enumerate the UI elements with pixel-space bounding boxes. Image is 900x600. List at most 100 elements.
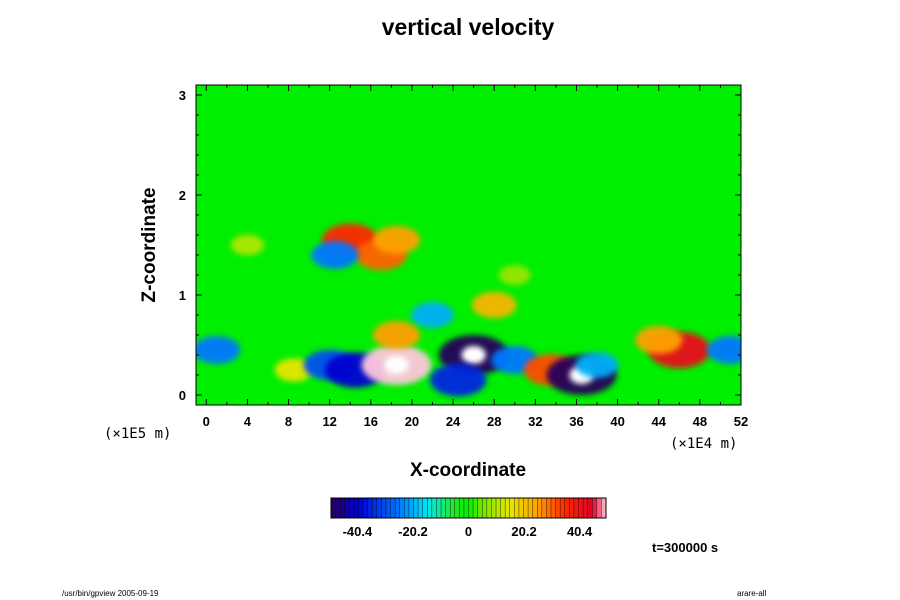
colorbar-tick-label: 40.4	[567, 524, 593, 539]
chart-title: vertical velocity	[381, 14, 555, 40]
colorbar-cell	[358, 498, 364, 518]
colorbar-cell	[404, 498, 410, 518]
colorbar-cell	[491, 498, 497, 518]
colorbar-cell	[441, 498, 446, 518]
x-tick-label-20: 20	[405, 414, 419, 429]
colorbar-cell	[390, 498, 396, 518]
colorbar-cell	[528, 498, 533, 518]
colorbar-cell	[399, 498, 405, 518]
colorbar-cell	[573, 498, 579, 518]
field-feature-20	[471, 291, 517, 319]
colorbar-cell	[500, 498, 506, 518]
colorbar-cell	[560, 498, 566, 518]
colorbar-cell	[477, 498, 483, 518]
colorbar-tick-label: 20.2	[511, 524, 536, 539]
colorbar-cell	[505, 498, 511, 518]
x-tick-label-24: 24	[446, 414, 461, 429]
y-tick-label-2: 2	[179, 188, 186, 203]
colorbar-cell	[587, 498, 593, 518]
colorbar-cell	[569, 498, 575, 518]
field-feature-14	[707, 336, 741, 364]
field-feature-7	[430, 363, 487, 397]
colorbar-cell	[372, 498, 378, 518]
colorbar-frame	[330, 497, 607, 519]
colorbar-cell	[363, 498, 368, 518]
plot-frame	[195, 84, 742, 406]
colorbar-cell	[592, 498, 598, 518]
colorbar-cell	[473, 498, 478, 518]
colorbar-cell	[583, 498, 588, 518]
colorbar-cell	[450, 498, 456, 518]
colorbar-cell	[523, 498, 529, 518]
colorbar-cell	[564, 498, 570, 518]
colorbar-cell	[418, 498, 423, 518]
colorbar-cell	[436, 498, 442, 518]
colorbar-cell	[514, 498, 520, 518]
x-tick-label-52: 52	[734, 414, 748, 429]
y-axis-unit: (×1E5 m)	[104, 426, 172, 442]
colorbar-cell	[518, 498, 524, 518]
field-feature-19	[411, 302, 454, 328]
time-label: t=300000 s	[652, 540, 719, 555]
field-feature-core-4	[384, 356, 409, 374]
x-axis-title: X-coordinate	[409, 460, 527, 481]
y-tick-label-3: 3	[179, 88, 186, 103]
x-tick-label-28: 28	[487, 414, 501, 429]
colorbar-cell	[331, 498, 336, 518]
colorbar-cell	[344, 498, 350, 518]
colorbar-cell	[541, 498, 547, 518]
x-tick-label-48: 48	[693, 414, 707, 429]
colorbar-tick-label: -20.2	[398, 524, 428, 539]
colorbar-cell	[367, 498, 373, 518]
field-feature-1	[274, 358, 313, 382]
y-tick-label-0: 0	[179, 388, 186, 403]
field-feature-5	[372, 321, 421, 349]
x-tick-label-36: 36	[569, 414, 583, 429]
colorbar-cell	[468, 498, 474, 518]
colorbar-cell	[422, 498, 428, 518]
colorbar-cell	[486, 498, 492, 518]
colorbar-cell	[427, 498, 433, 518]
colorbar-cell	[349, 498, 355, 518]
x-tick-label-8: 8	[285, 414, 292, 429]
colorbar-cell	[459, 498, 465, 518]
colorbar-cell	[596, 498, 602, 518]
colorbar-tick-label: 0	[465, 524, 472, 539]
colorbar-cell	[555, 498, 561, 518]
field-feature-13	[635, 326, 683, 354]
colorbar-cell	[463, 498, 469, 518]
colorbar-cell	[445, 498, 451, 518]
colorbar: -40.4 -20.2 0 20.2 40.4	[330, 497, 607, 539]
plot-area	[196, 85, 741, 405]
x-tick-label-32: 32	[528, 414, 542, 429]
x-tick-label-4: 4	[244, 414, 252, 429]
footer-command: /usr/bin/gpview 2005-09-19	[62, 589, 159, 598]
colorbar-cell	[482, 498, 488, 518]
colorbar-cell	[340, 498, 346, 518]
x-axis-unit: (×1E4 m)	[670, 436, 738, 452]
colorbar-cell	[413, 498, 419, 518]
colorbar-cell	[454, 498, 460, 518]
field-feature-core-6	[461, 346, 486, 364]
field-feature-17	[311, 241, 359, 269]
x-tick-label-16: 16	[364, 414, 378, 429]
colorbar-cell	[496, 498, 501, 518]
colorbar-cell	[537, 498, 543, 518]
colorbar-cell	[578, 498, 584, 518]
field-feature-11	[575, 352, 619, 378]
x-tick-label-40: 40	[610, 414, 624, 429]
colorbar-cell	[408, 498, 414, 518]
colorbar-tick-label: -40.4	[343, 524, 373, 539]
colorbar-cell	[386, 498, 391, 518]
footer-run-name: arare-all	[737, 589, 767, 598]
colorbar-cell	[431, 498, 437, 518]
colorbar-cell	[376, 498, 382, 518]
field-feature-18	[372, 226, 421, 254]
x-tick-label-12: 12	[322, 414, 336, 429]
colorbar-cell	[381, 498, 387, 518]
x-tick-label-0: 0	[203, 414, 210, 429]
colorbar-cell	[509, 498, 515, 518]
colorbar-cell	[335, 498, 341, 518]
